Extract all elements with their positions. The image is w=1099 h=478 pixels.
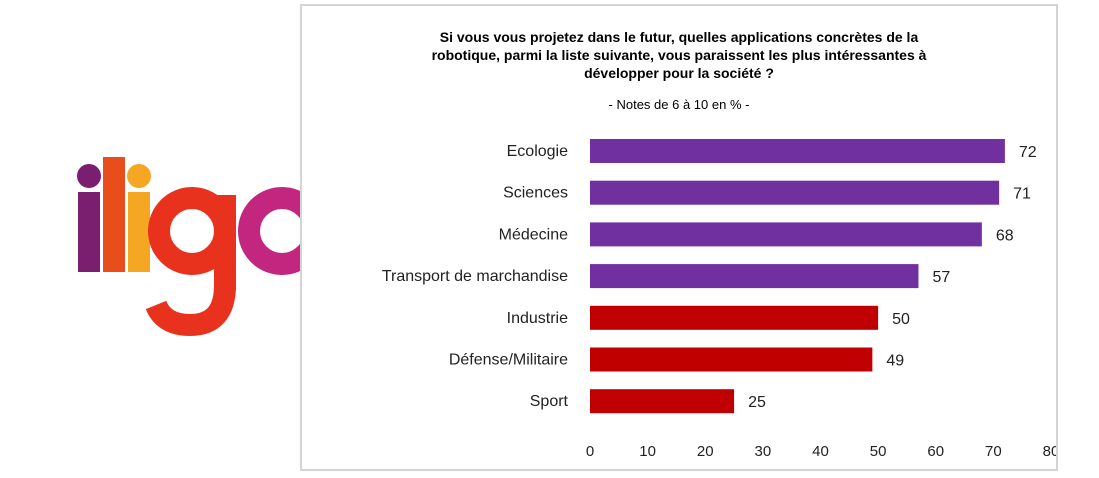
chart-subtitle: - Notes de 6 à 10 en % - (608, 97, 750, 112)
bar (590, 139, 1005, 163)
iligo-logo (60, 145, 300, 345)
category-label: Ecologie (507, 143, 568, 160)
chart-title: Si vous vous projetez dans le futur, que… (302, 28, 1056, 82)
chart-panel: Si vous vous projetez dans le futur, que… (300, 4, 1058, 471)
logo-g-stem (214, 195, 236, 290)
logo-i1-stem (78, 192, 100, 272)
logo-i2-dot (127, 164, 151, 188)
logo-l-stem (103, 157, 125, 272)
value-label: 50 (892, 311, 910, 328)
x-tick-label: 20 (697, 443, 714, 460)
category-label: Sciences (503, 185, 568, 202)
bar (590, 180, 1000, 205)
category-label: Défense/Militaire (449, 352, 568, 369)
value-label: 25 (748, 394, 766, 411)
value-label: 71 (1013, 186, 1031, 203)
bar (590, 389, 735, 414)
bar (590, 264, 919, 289)
category-label: Sport (530, 393, 569, 410)
category-label: Médecine (499, 226, 568, 243)
value-label: 72 (1019, 144, 1037, 161)
x-tick-label: 10 (639, 443, 656, 460)
chart-title-line-1: Si vous vous projetez dans le futur, que… (439, 29, 919, 45)
value-label: 68 (996, 227, 1014, 244)
x-tick-label: 40 (812, 443, 829, 460)
value-label: 49 (886, 353, 904, 370)
value-label: 57 (932, 269, 950, 286)
bar (590, 347, 873, 372)
x-tick-label: 30 (755, 443, 772, 460)
bar (590, 222, 982, 247)
x-tick-label: 0 (586, 443, 594, 460)
category-label: Industrie (507, 310, 568, 327)
logo-g-tail (145, 284, 236, 337)
bar (590, 305, 879, 330)
logo-i1-dot (77, 164, 101, 188)
chart-title-line-3: développer pour la société ? (584, 65, 774, 81)
chart-title-line-2: robotique, parmi la liste suivante, vous… (431, 47, 927, 63)
logo-i2-stem (128, 192, 150, 272)
x-tick-label: 80 (1043, 443, 1056, 460)
category-label: Transport de marchandise (382, 268, 568, 285)
logo-o (238, 187, 300, 275)
logo-g (145, 187, 236, 337)
bar-chart: Ecologie 72 Sciences 71 Médecine 68 Transport … (382, 139, 1056, 460)
x-tick-label: 60 (927, 443, 944, 460)
iligo-logo-graphic (77, 157, 300, 337)
x-tick-label: 70 (985, 443, 1002, 460)
x-tick-label: 50 (870, 443, 887, 460)
